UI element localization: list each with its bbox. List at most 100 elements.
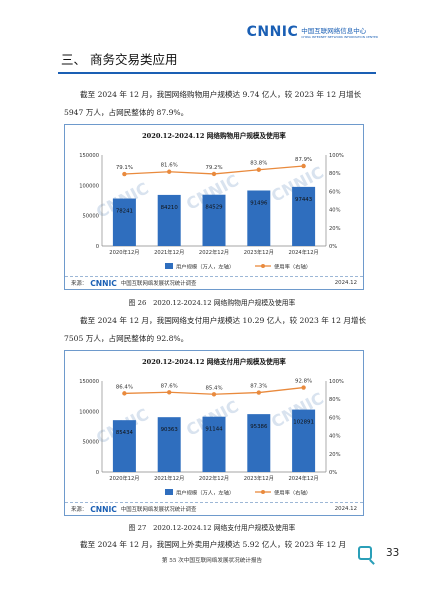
source-logo: CNNIC <box>90 278 117 288</box>
source-date: 2024.12 <box>334 280 357 286</box>
bar-value-label: 102891 <box>293 420 314 426</box>
bar-value-label: 97443 <box>295 197 312 203</box>
y-tick-label: 0 <box>96 470 99 476</box>
x-tick-label: 2022年12月 <box>199 474 229 482</box>
bar-value-label: 84529 <box>205 205 223 211</box>
bar <box>292 186 316 246</box>
section-title: 三、 商务交易类应用 <box>61 52 178 67</box>
logo-mark: CNNIC <box>246 24 299 40</box>
title-rule <box>58 72 376 74</box>
logo-text: 中国互联网络信息中心 CHINA INTERNET NETWORK INFORM… <box>301 25 378 39</box>
chart-payment-svg: CNNICCNNICCNNIC2020.12-2024.12 网络支付用户规模及… <box>79 357 344 497</box>
bar <box>202 194 226 246</box>
rate-value-label: 87.9% <box>295 157 312 163</box>
y2-tick-label: 80% <box>329 171 341 177</box>
cnnic-header-logo: CNNIC 中国互联网络信息中心 CHINA INTERNET NETWORK … <box>247 24 378 40</box>
x-tick-label: 2024年12月 <box>289 474 319 482</box>
x-tick-label: 2020年12月 <box>109 248 139 256</box>
caption-fig27: 图 27 2020.12-2024.12 网络支付用户规模及使用率 <box>128 524 296 532</box>
legend-label-line: 使用率（右轴） <box>274 489 311 497</box>
legend-label-bars: 用户规模（万人，左轴） <box>176 263 234 271</box>
x-tick-label: 2021年12月 <box>154 248 184 256</box>
y-tick-label: 0 <box>96 244 99 250</box>
legend-label-line: 使用率（右轴） <box>274 263 311 271</box>
paragraph-delivery: 截至 2024 年 12 月，我国网上外卖用户规模达 5.92 亿人，较 202… <box>80 540 347 549</box>
bar <box>247 190 271 246</box>
x-tick-label: 2023年12月 <box>244 248 274 256</box>
rate-point <box>211 171 217 177</box>
y2-tick-label: 100% <box>329 153 344 159</box>
rate-value-label: 79.2% <box>205 165 222 171</box>
source-date: 2024.12 <box>334 506 357 512</box>
y2-tick-label: 100% <box>329 379 344 385</box>
legend-swatch-dot <box>261 490 265 494</box>
chart-shopping-source: 来源： CNNIC 中国互联网络发展状况统计调查 2024.12 <box>65 276 363 289</box>
legend-swatch-dot <box>261 264 265 268</box>
y2-tick-label: 60% <box>329 189 341 195</box>
source-text: 中国互联网络发展状况统计调查 <box>120 281 197 287</box>
bar <box>202 416 226 472</box>
y2-tick-label: 20% <box>329 452 341 458</box>
bar <box>112 420 136 472</box>
legend-swatch-bars <box>165 489 173 495</box>
y2-tick-label: 20% <box>329 226 341 232</box>
bar <box>292 409 316 472</box>
y2-tick-label: 40% <box>329 208 341 214</box>
bar-value-label: 95386 <box>250 424 268 430</box>
source-logo: CNNIC <box>90 504 117 514</box>
source-label: 来源： <box>71 281 88 287</box>
y-tick-label: 50000 <box>82 440 99 446</box>
bar-value-label: 78241 <box>116 209 133 215</box>
y-tick-label: 150000 <box>79 153 99 159</box>
rate-value-label: 79.1% <box>116 165 133 171</box>
y-tick-label: 150000 <box>79 379 99 385</box>
bar-value-label: 90363 <box>161 427 178 433</box>
source-text: 中国互联网络发展状况统计调查 <box>120 507 197 513</box>
rate-point <box>256 390 261 395</box>
rate-value-label: 86.4% <box>116 384 133 390</box>
legend-label-bars: 用户规模（万人，左轴） <box>176 489 234 497</box>
bar <box>157 194 181 246</box>
bar <box>157 417 181 472</box>
rate-point <box>167 390 172 395</box>
rate-value-label: 85.4% <box>205 385 222 391</box>
rate-value-label: 92.8% <box>295 379 312 385</box>
rate-value-label: 81.6% <box>161 163 178 169</box>
bar <box>112 198 136 246</box>
page-number: 33 <box>386 547 400 559</box>
bar-value-label: 91496 <box>250 200 268 206</box>
chart-title: 2020.12-2024.12 网络支付用户规模及使用率 <box>142 357 286 366</box>
paragraph-payment: 截至 2024 年 12 月，我国网络支付用户规模达 10.29 亿人，较 20… <box>64 316 367 343</box>
x-tick-label: 2023年12月 <box>244 474 274 482</box>
caption-fig26: 图 26 2020.12-2024.12 网络购物用户规模及使用率 <box>128 299 296 307</box>
x-tick-label: 2022年12月 <box>199 248 229 256</box>
bar <box>247 414 271 472</box>
rate-point <box>211 392 217 397</box>
logo-en: CHINA INTERNET NETWORK INFORMATION CENTE… <box>301 35 378 39</box>
bar-value-label: 91144 <box>205 427 223 433</box>
chart-title: 2020.12-2024.12 网络购物用户规模及使用率 <box>142 131 286 140</box>
rate-point <box>301 163 306 169</box>
chart-shopping: CNNICCNNICCNNIC2020.12-2024.12 网络购物用户规模及… <box>64 124 364 290</box>
search-icon <box>358 546 372 560</box>
paragraph-shopping: 截至 2024 年 12 月，我国网络购物用户规模达 9.74 亿人，较 202… <box>64 90 362 117</box>
rate-point <box>167 169 172 174</box>
y-tick-label: 100000 <box>79 183 99 189</box>
footer-text: 第 55 次中国互联网络发展状况统计报告 <box>161 558 263 564</box>
chart-payment: CNNICCNNICCNNIC2020.12-2024.12 网络支付用户规模及… <box>64 350 364 516</box>
rate-point <box>256 167 261 172</box>
y2-tick-label: 0% <box>329 244 337 250</box>
rate-point <box>122 391 127 396</box>
chart-payment-source: 来源： CNNIC 中国互联网络发展状况统计调查 2024.12 <box>65 502 363 515</box>
x-tick-label: 2024年12月 <box>289 248 319 256</box>
rate-value-label: 87.3% <box>250 384 267 390</box>
y2-tick-label: 80% <box>329 397 341 403</box>
bar-value-label: 85434 <box>116 430 134 436</box>
y-tick-label: 50000 <box>82 214 99 220</box>
rate-point <box>301 385 306 390</box>
rate-value-label: 83.8% <box>250 161 267 167</box>
chart-shopping-svg: CNNICCNNICCNNIC2020.12-2024.12 网络购物用户规模及… <box>79 131 344 271</box>
logo-cn: 中国互联网络信息中心 <box>301 27 367 35</box>
y2-tick-label: 0% <box>329 470 337 476</box>
x-tick-label: 2021年12月 <box>154 474 184 482</box>
